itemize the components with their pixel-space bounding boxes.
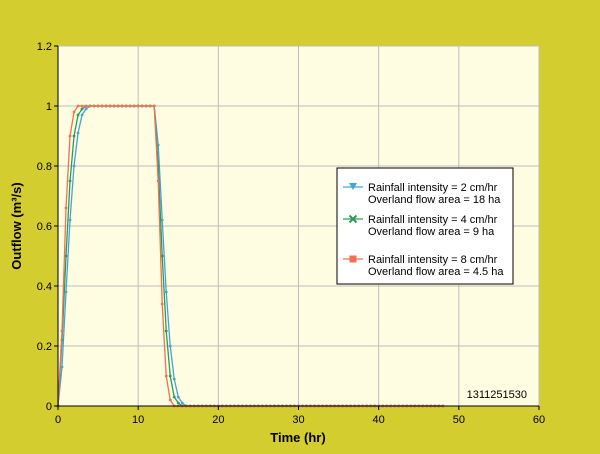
legend-sublabel: Overland flow area = 4.5 ha: [368, 266, 504, 278]
x-tick-label: 10: [132, 414, 144, 426]
data-point: [92, 104, 96, 108]
data-point: [160, 254, 164, 258]
data-point: [68, 218, 72, 222]
grid-lines: [58, 45, 540, 406]
data-point: [76, 104, 80, 108]
data-point: [60, 365, 64, 369]
y-tick-label: 0: [46, 401, 52, 413]
data-point: [176, 401, 180, 405]
legend-label: Rainfall intensity = 2 cm/hr: [368, 182, 498, 194]
data-point: [116, 104, 120, 108]
data-point: [72, 134, 76, 138]
data-point: [72, 164, 76, 168]
x-tick-label: 50: [453, 414, 465, 426]
data-point: [80, 107, 84, 111]
data-point: [172, 395, 176, 399]
data-point: [128, 104, 132, 108]
x-tick-label: 40: [373, 414, 385, 426]
data-point: [104, 104, 108, 108]
data-point: [160, 218, 164, 222]
data-point: [88, 104, 92, 108]
data-point: [168, 374, 172, 378]
data-point: [172, 377, 176, 381]
y-tick-label: 0.6: [37, 221, 52, 233]
data-point: [76, 113, 80, 117]
data-point: [72, 110, 76, 114]
data-point: [76, 131, 80, 135]
annotation-id: 1311251530: [467, 389, 527, 401]
y-tick-label: 0.8: [37, 161, 52, 173]
data-point: [132, 104, 136, 108]
data-point: [68, 134, 72, 138]
y-tick-label: 0.2: [37, 341, 52, 353]
square-marker-icon: [349, 255, 357, 263]
data-point: [64, 254, 68, 258]
data-point: [168, 398, 172, 402]
data-point: [164, 290, 168, 294]
data-point: [84, 104, 88, 108]
data-point: [108, 104, 112, 108]
legend-label: Rainfall intensity = 8 cm/hr: [368, 254, 498, 266]
data-point: [148, 104, 152, 108]
data-point: [84, 107, 88, 111]
data-point: [112, 104, 116, 108]
data-point: [100, 104, 104, 108]
data-point: [96, 104, 100, 108]
y-tick-label: 1: [46, 101, 52, 113]
data-point: [64, 290, 68, 294]
x-tick-label: 30: [292, 414, 304, 426]
data-point: [176, 395, 180, 399]
data-point: [152, 104, 156, 108]
tick-labels: 0 10 20 30 40 50 60 0 0.2 0.4 0.6 0.8 1 1.2: [37, 41, 545, 426]
legend-sublabel: Overland flow area = 18 ha: [368, 194, 501, 206]
x-tick-label: 0: [55, 414, 61, 426]
y-tick-label: 1.2: [37, 41, 52, 53]
legend-label: Rainfall intensity = 4 cm/hr: [368, 214, 498, 226]
data-point: [80, 113, 84, 117]
x-marker-icon: [348, 214, 358, 224]
data-point: [156, 179, 160, 183]
data-point: [156, 143, 160, 147]
data-point: [160, 302, 164, 306]
legend-box: [336, 167, 514, 285]
data-point: [164, 329, 168, 333]
data-point: [168, 344, 172, 348]
data-point: [164, 374, 168, 378]
data-point: [60, 329, 64, 333]
y-axis-label: Outflow (m³/s): [9, 182, 24, 269]
triangle-marker-icon: [349, 183, 357, 190]
x-axis-label: Time (hr): [270, 430, 325, 445]
data-point: [124, 104, 128, 108]
data-point: [180, 401, 184, 405]
y-tick-label: 0.4: [37, 281, 52, 293]
data-point: [140, 104, 144, 108]
data-point: [64, 206, 68, 210]
x-tick-label: 20: [212, 414, 224, 426]
x-tick-label: 60: [533, 414, 545, 426]
data-point: [144, 104, 148, 108]
legend-sublabel: Overland flow area = 9 ha: [368, 226, 495, 238]
data-point: [136, 104, 140, 108]
series-layer: [56, 104, 445, 408]
data-point: [120, 104, 124, 108]
data-point: [68, 179, 72, 183]
data-point: [80, 104, 84, 108]
